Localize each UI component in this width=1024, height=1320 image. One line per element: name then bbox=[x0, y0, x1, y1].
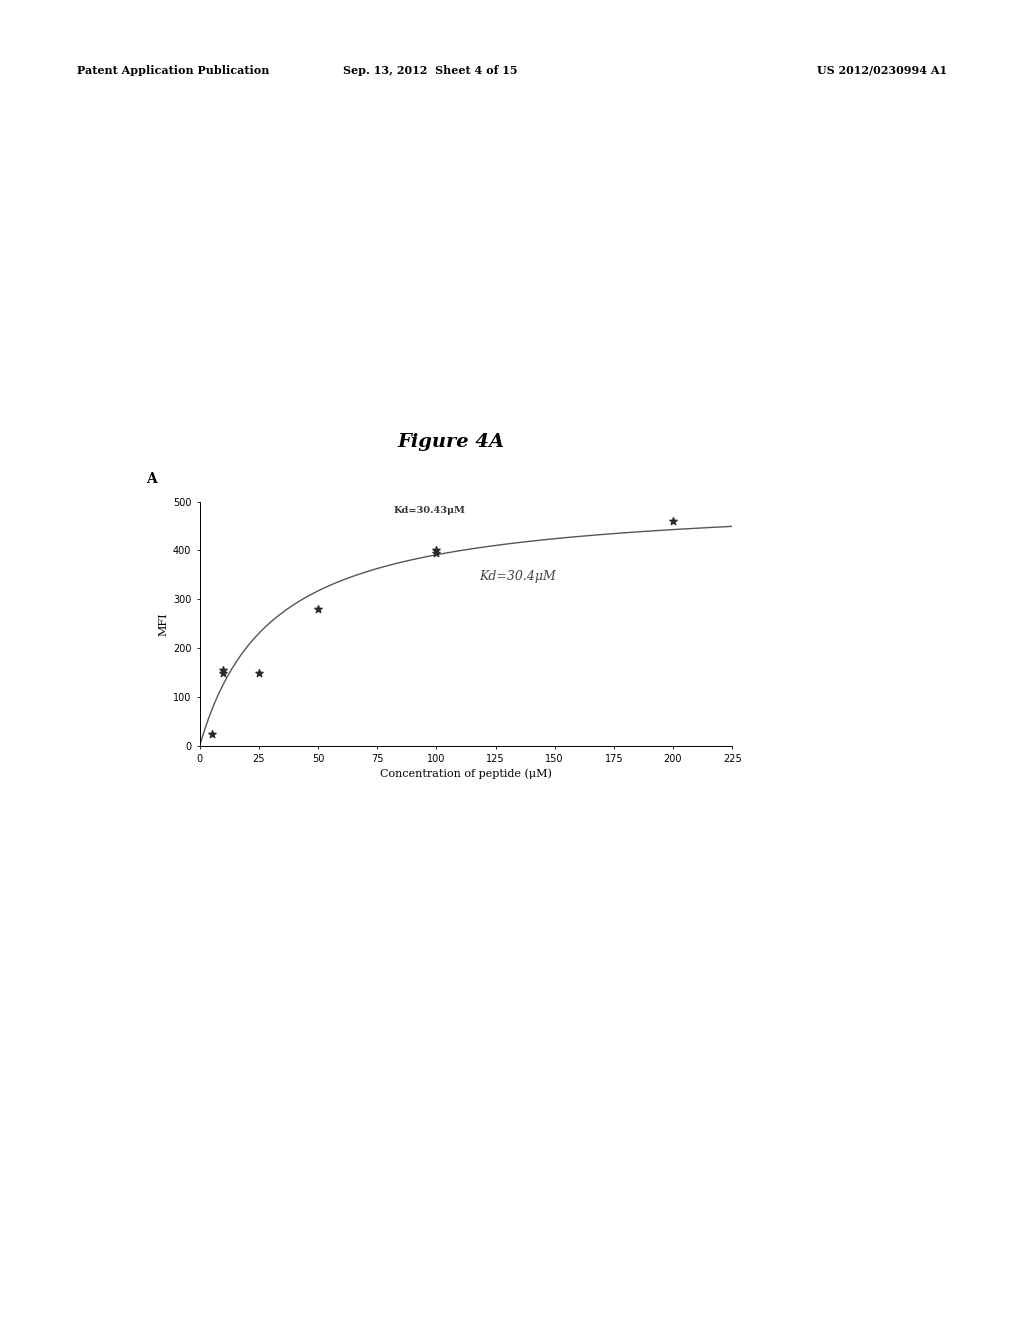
Y-axis label: MFI: MFI bbox=[159, 612, 169, 635]
Point bbox=[428, 543, 444, 564]
Text: Kd=30.43μM: Kd=30.43μM bbox=[394, 507, 466, 516]
Point bbox=[251, 661, 267, 684]
Point bbox=[204, 723, 220, 744]
Point bbox=[310, 598, 327, 619]
Text: A: A bbox=[146, 473, 157, 486]
Point bbox=[215, 660, 231, 681]
Point bbox=[215, 661, 231, 684]
Text: Sep. 13, 2012  Sheet 4 of 15: Sep. 13, 2012 Sheet 4 of 15 bbox=[343, 65, 517, 75]
Point bbox=[428, 540, 444, 561]
X-axis label: Concentration of peptide (μM): Concentration of peptide (μM) bbox=[380, 768, 552, 779]
Point bbox=[665, 511, 681, 532]
Text: Patent Application Publication: Patent Application Publication bbox=[77, 65, 269, 75]
Text: Kd=30.4μM: Kd=30.4μM bbox=[479, 570, 556, 582]
Text: US 2012/0230994 A1: US 2012/0230994 A1 bbox=[817, 65, 947, 75]
Text: Figure 4A: Figure 4A bbox=[397, 433, 504, 451]
